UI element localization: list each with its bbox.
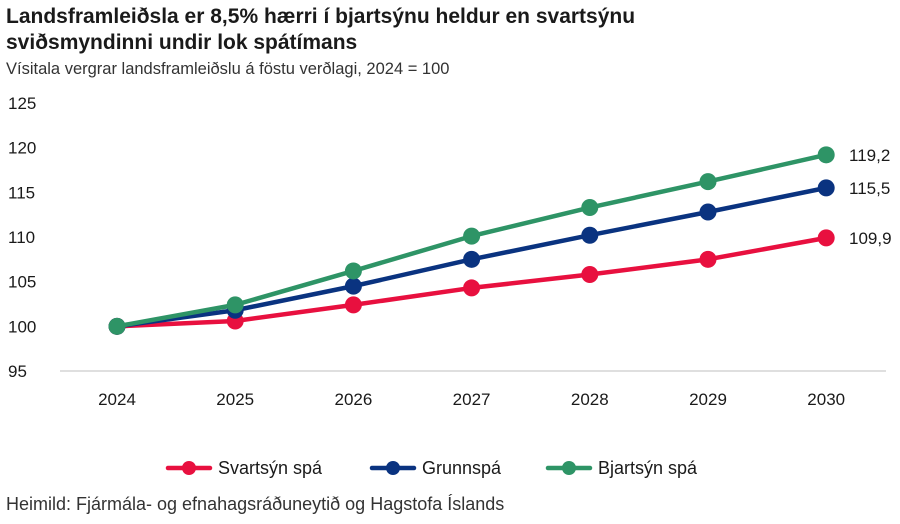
y-tick-label: 120 — [8, 139, 36, 158]
x-tick-label: 2027 — [453, 390, 491, 409]
y-tick-label: 125 — [8, 94, 36, 113]
data-point-grunnsp- — [581, 226, 599, 244]
x-tick-label: 2030 — [807, 390, 845, 409]
legend-label-grunnsp-: Grunnspá — [422, 458, 502, 478]
data-point-bjarts-n-sp- — [817, 146, 835, 164]
chart-title-line1: Landsframleiðsla er 8,5% hærri í bjartsý… — [6, 5, 636, 28]
y-tick-label: 100 — [8, 317, 36, 336]
chart-subtitle: Vísitala vergrar landsframleiðslu á föst… — [6, 60, 450, 78]
data-point-svarts-n-sp- — [581, 266, 599, 284]
x-tick-label: 2026 — [334, 390, 372, 409]
chart-title: Landsframleiðsla er 8,5% hærri í bjartsý… — [6, 4, 886, 56]
y-tick-label: 105 — [8, 273, 36, 292]
x-tick-label: 2024 — [98, 390, 136, 409]
x-tick-label: 2025 — [216, 390, 254, 409]
legend-marker-bjarts-n-sp- — [562, 461, 576, 475]
data-point-svarts-n-sp- — [817, 229, 835, 247]
data-point-svarts-n-sp- — [699, 250, 717, 268]
x-tick-label: 2029 — [689, 390, 727, 409]
data-point-bjarts-n-sp- — [581, 199, 599, 217]
y-tick-label: 95 — [8, 362, 27, 381]
data-point-grunnsp- — [699, 203, 717, 221]
source-note: Heimild: Fjármála- og efnahagsráðuneytið… — [6, 494, 505, 514]
data-point-bjarts-n-sp- — [463, 227, 481, 245]
y-tick-label: 115 — [8, 183, 35, 202]
legend-marker-grunnsp- — [386, 461, 400, 475]
data-point-bjarts-n-sp- — [226, 296, 244, 314]
data-point-grunnsp- — [463, 250, 481, 268]
data-point-bjarts-n-sp- — [699, 173, 717, 191]
data-point-svarts-n-sp- — [344, 296, 362, 314]
line-chart: 95 100 105 110 115 120 125 2024 2025 2026 2027 2028… — [8, 94, 892, 478]
legend-marker-svarts-n-sp- — [182, 461, 196, 475]
legend-label-bjarts-n-sp-: Bjartsýn spá — [598, 458, 698, 478]
data-point-bjarts-n-sp- — [108, 317, 126, 335]
data-point-grunnsp- — [817, 179, 835, 197]
end-value-label-svarts-n-sp-: 109,9 — [849, 229, 892, 248]
data-point-grunnsp- — [344, 277, 362, 295]
x-tick-label: 2028 — [571, 390, 609, 409]
data-point-svarts-n-sp- — [463, 279, 481, 297]
y-tick-label: 110 — [8, 228, 35, 247]
chart-title-line2: sviðsmyndinni undir lok spátímans — [6, 31, 358, 54]
end-value-label-grunnsp-: 115,5 — [849, 179, 890, 198]
legend-label-svarts-n-sp-: Svartsýn spá — [218, 458, 323, 478]
data-point-bjarts-n-sp- — [344, 262, 362, 280]
end-value-label-bjarts-n-sp-: 119,2 — [849, 146, 890, 165]
